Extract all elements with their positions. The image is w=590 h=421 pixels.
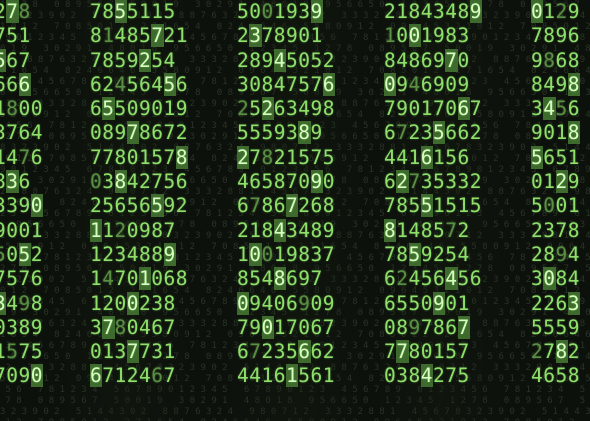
digit-row: 3456 [531,97,580,121]
digit-row: 9018 [531,121,580,145]
digit-column-1: 2787515676661800376414768363390900150527… [0,0,43,421]
digit-row: 3498 [0,291,43,316]
digit-row: 8486970 [384,48,470,72]
digit-row: 3780467 [90,315,176,339]
digit-row: 1001983 [384,24,470,48]
digit-row: 21843489 [237,218,335,242]
digit-row: 0129 [531,0,580,23]
digit-row: 62735332 [384,170,482,194]
digit-row: 78551515 [384,194,482,218]
digit-row: 67867268 [237,194,335,218]
digit-row: 77801578 [90,145,188,169]
digit-row: 27821575 [237,145,335,169]
digit-column-2: 7855115 81485721 7859254 62456456 65509019 08… [90,0,188,421]
digit-row: 10019837 [237,242,335,266]
digit-row: 0137731 [90,340,176,364]
digit-row: 0897867 [384,315,470,339]
digit-row: 67235662 [384,121,482,145]
digit-row: 79017067 [237,315,335,339]
digit-row: 5559389 [237,121,323,145]
digit-row: 46587090 [237,170,335,194]
digit-row: 567 [0,48,43,73]
digit-row: 2378901 [237,24,323,48]
digit-row: 8498 [531,72,580,96]
digit-row: 0384275 [384,364,470,388]
digit-row: 7090 [0,364,43,388]
digit-row: 1200238 [90,291,176,315]
digit-column-3: 5001939 2378901 28945052 30847576 25263498 55… [237,0,335,421]
digit-row: 25263498 [237,97,335,121]
digit-column-5: 0129 7896 9868 8498 3456 9018 5651 0129 5001 2378… [531,0,580,421]
digit-row: 62456456 [90,72,188,96]
digit-row: 7855115 [90,0,176,23]
column-glow [60,0,190,421]
digit-row: 3084 [531,267,580,291]
digit-row: 8148572 [384,218,470,242]
digit-row: 5559 [531,315,580,339]
digit-row: 7859254 [384,242,470,266]
digit-row: 7576 [0,267,43,291]
digit-row: 44161561 [237,364,335,388]
digit-row: 28945052 [237,48,335,72]
digit-row: 1800 [0,97,43,121]
digit-row: 278 [0,0,31,23]
digit-row: 0389 [0,315,43,339]
digit-row: 8548697 [237,267,323,291]
digit-row: 6712467 [90,364,176,388]
digit-row: 09406909 [237,291,335,315]
digit-row: 30847576 [237,72,335,96]
digit-row: 9001 [0,218,43,242]
digit-row: 7896 [531,24,580,48]
digit-row: 5651 [531,145,580,169]
digit-row: 6550901 [384,291,470,315]
digit-row: 3764 [0,121,43,145]
digit-row: 65509019 [90,97,188,121]
digit-row: 7780157 [384,340,470,364]
digit-row: 21843489 [384,0,482,23]
digit-row: 08978672 [90,121,188,145]
digit-row: 4416156 [384,145,470,169]
digit-row: 5001939 [237,0,323,23]
digit-row: 5001 [531,194,580,218]
digit-row: 81485721 [90,24,188,48]
digit-row: 5052 [0,242,43,266]
digit-row: 4658 [531,364,580,388]
digit-row: 0946909 [384,72,470,96]
digit-row: 751 [0,24,31,48]
digit-row: 79017067 [384,97,482,121]
digit-row: 0129 [531,170,580,194]
digit-row: 7859254 [90,48,176,72]
digit-row: 67235662 [237,340,335,364]
digit-row: 666 [0,72,31,96]
digit-row: 03842756 [90,170,188,194]
digit-row: 1476 [0,145,43,169]
digit-row: 2378 [531,218,580,242]
digit-row: 14701068 [90,267,188,291]
digit-row: 25656592 [90,194,188,218]
digit-row: 1120987 [90,218,176,242]
digit-column-4: 21843489 1001983 8486970 0946909 79017067 672… [384,0,482,421]
digit-row: 836 [0,170,31,194]
digit-row: 2263 [531,291,580,315]
digit-row: 1575 [0,340,43,364]
digit-row: 9868 [531,48,580,72]
digit-row: 2782 [531,340,580,364]
digit-row: 1234889 [90,242,176,266]
digit-row: 2894 [531,242,580,266]
digit-row: 62456456 [384,267,482,291]
